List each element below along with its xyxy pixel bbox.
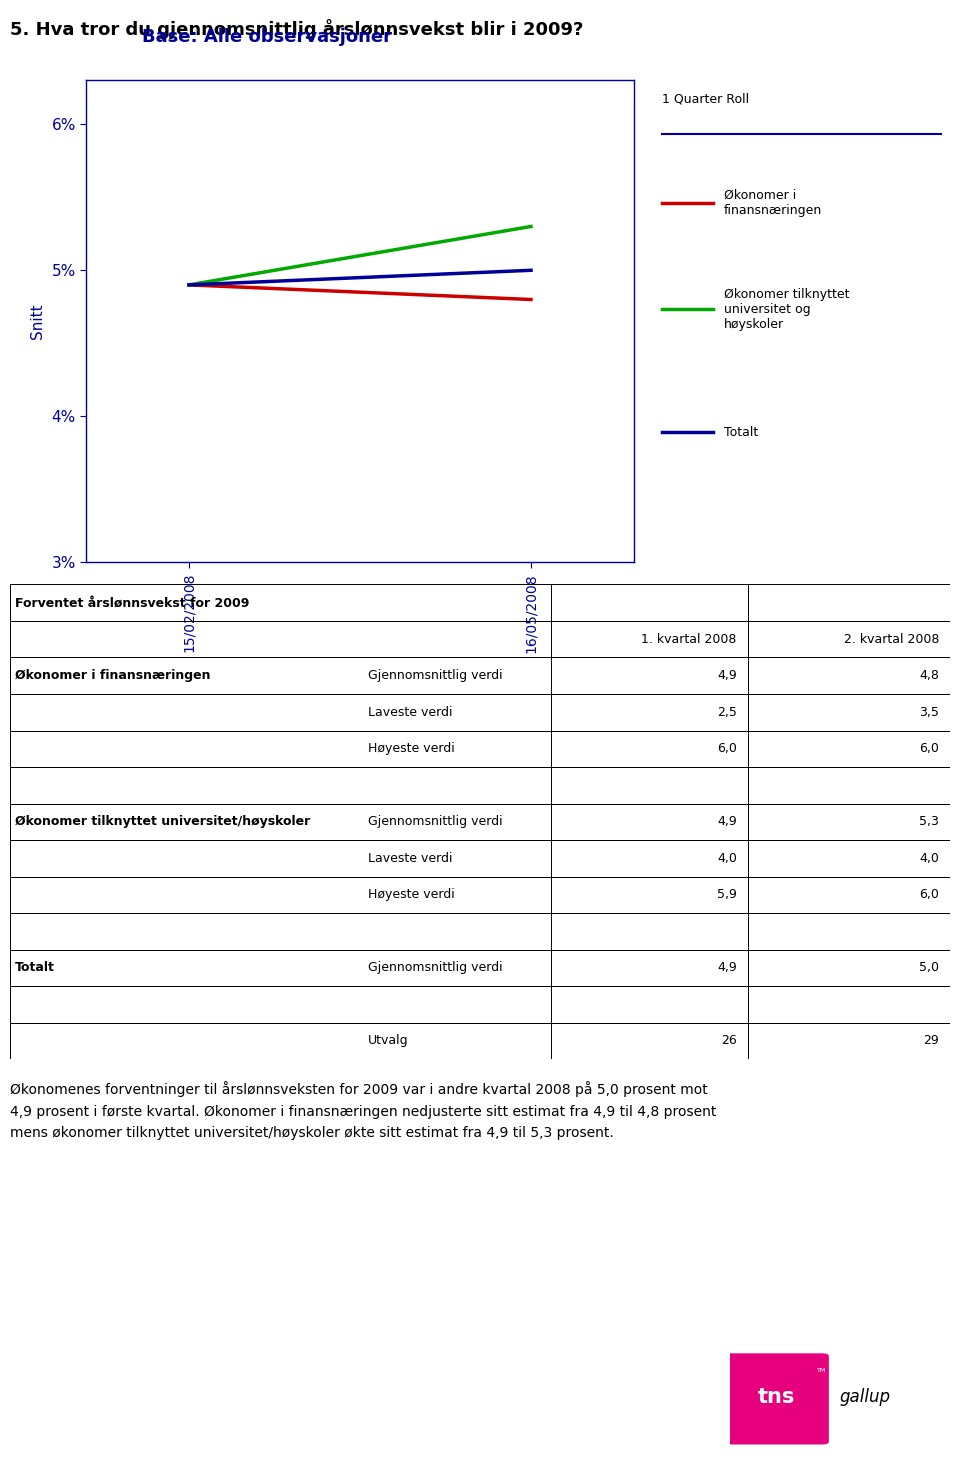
Text: Høyeste verdi: Høyeste verdi (368, 742, 455, 755)
Text: 4,9: 4,9 (717, 815, 737, 828)
Text: Økonomenes forventninger til årslønnsveksten for 2009 var i andre kvartal 2008 p: Økonomenes forventninger til årslønnsvek… (10, 1081, 716, 1141)
FancyBboxPatch shape (723, 1353, 828, 1445)
Text: 4,0: 4,0 (920, 852, 939, 865)
Text: Base: Alle observasjoner: Base: Alle observasjoner (142, 28, 392, 45)
Text: Gjennomsnittlig verdi: Gjennomsnittlig verdi (368, 669, 503, 682)
Text: Økonomer i finansnæringen: Økonomer i finansnæringen (15, 669, 211, 682)
Text: 1 Quarter Roll: 1 Quarter Roll (662, 92, 750, 105)
Text: 6,0: 6,0 (920, 742, 939, 755)
Text: Høyeste verdi: Høyeste verdi (368, 888, 455, 901)
Text: Forventet årslønnsvekst for 2009: Forventet årslønnsvekst for 2009 (15, 596, 250, 609)
Text: Økonomer i
finansnæringen: Økonomer i finansnæringen (724, 188, 822, 218)
Text: 29: 29 (924, 1034, 939, 1048)
Text: Laveste verdi: Laveste verdi (368, 852, 452, 865)
Text: 1. kvartal 2008: 1. kvartal 2008 (641, 633, 737, 646)
Text: Laveste verdi: Laveste verdi (368, 706, 452, 719)
Y-axis label: Snitt: Snitt (30, 304, 45, 339)
Text: 5,9: 5,9 (717, 888, 737, 901)
Text: 5. Hva tror du gjennomsnittlig årslønnsvekst blir i 2009?: 5. Hva tror du gjennomsnittlig årslønnsv… (10, 19, 583, 39)
Text: 2. kvartal 2008: 2. kvartal 2008 (844, 633, 939, 646)
Text: Gjennomsnittlig verdi: Gjennomsnittlig verdi (368, 815, 503, 828)
Text: TM: TM (817, 1367, 827, 1373)
Text: 4,0: 4,0 (717, 852, 737, 865)
Text: 4,9: 4,9 (717, 669, 737, 682)
Text: 6,0: 6,0 (920, 888, 939, 901)
Text: 6,0: 6,0 (717, 742, 737, 755)
Text: Totalt: Totalt (724, 425, 757, 438)
Text: tns: tns (757, 1386, 795, 1407)
Text: Økonomer tilknyttet
universitet og
høyskoler: Økonomer tilknyttet universitet og høysk… (724, 288, 850, 332)
Text: Gjennomsnittlig verdi: Gjennomsnittlig verdi (368, 961, 503, 974)
Text: 26: 26 (721, 1034, 737, 1048)
Text: 2,5: 2,5 (717, 706, 737, 719)
Text: 5,3: 5,3 (920, 815, 939, 828)
Text: Økonomer tilknyttet universitet/høyskoler: Økonomer tilknyttet universitet/høyskole… (15, 815, 310, 828)
Text: gallup: gallup (839, 1388, 891, 1405)
Text: 5,0: 5,0 (919, 961, 939, 974)
Text: 3,5: 3,5 (920, 706, 939, 719)
Text: 4,8: 4,8 (920, 669, 939, 682)
Text: Utvalg: Utvalg (368, 1034, 409, 1048)
Text: 4,9: 4,9 (717, 961, 737, 974)
Text: Totalt: Totalt (15, 961, 55, 974)
